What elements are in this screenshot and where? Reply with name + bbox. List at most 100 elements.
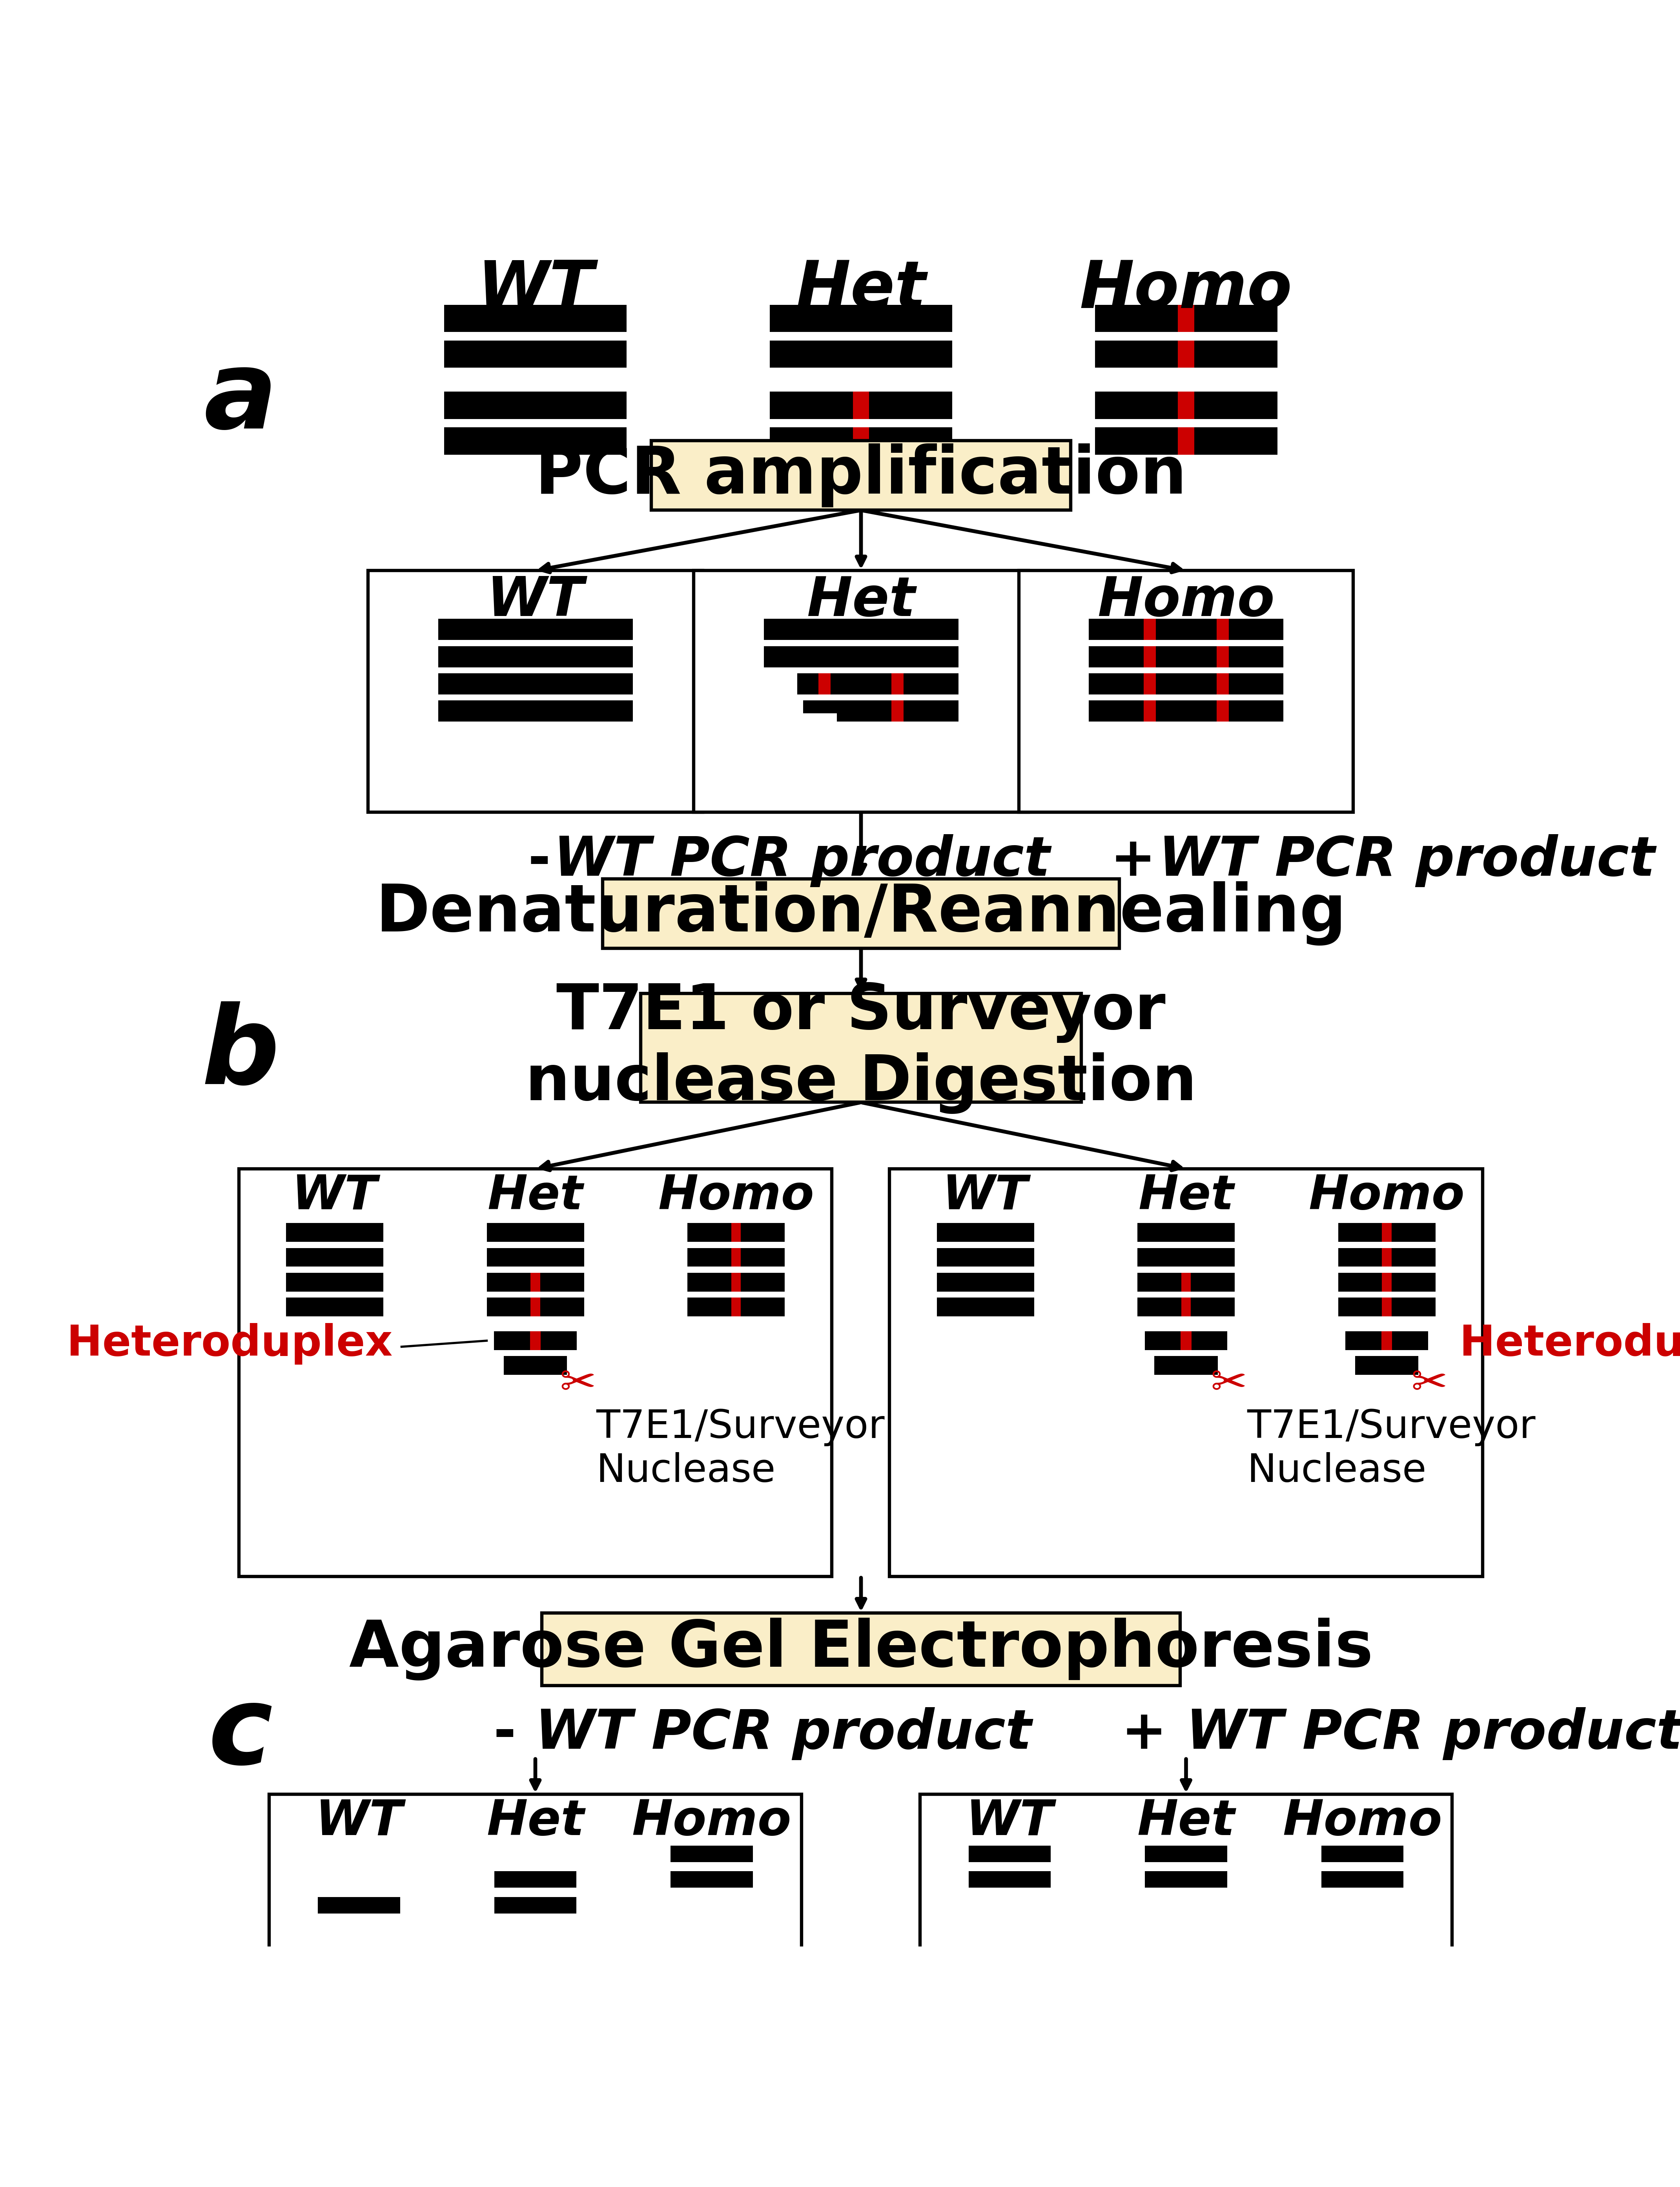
Text: WT: WT (316, 1798, 403, 1846)
Bar (487, 1273, 585, 1293)
Bar (1383, 1297, 1391, 1317)
Bar (1178, 426, 1194, 455)
Bar (1178, 341, 1194, 367)
Bar (837, 619, 958, 641)
Bar (511, 700, 633, 722)
Text: Homo: Homo (659, 1172, 815, 1218)
Bar (1337, 1223, 1435, 1242)
Text: ✂: ✂ (1210, 1363, 1247, 1404)
Bar (603, 879, 1119, 949)
Bar (1337, 1297, 1435, 1317)
Bar (239, 1168, 832, 1577)
Bar (1137, 1223, 1235, 1242)
Bar (1137, 1249, 1235, 1266)
Bar (1144, 619, 1156, 641)
Bar (1383, 1223, 1391, 1242)
Bar (494, 1332, 576, 1349)
Text: Het: Het (487, 1798, 585, 1846)
Bar (511, 674, 633, 695)
Text: WT: WT (292, 1172, 378, 1218)
Bar (937, 1297, 1033, 1317)
Text: WT: WT (966, 1798, 1053, 1846)
Text: WT PCR product: WT PCR product (536, 1708, 1032, 1761)
Bar (511, 645, 633, 667)
Bar (1146, 1872, 1226, 1887)
Bar (444, 341, 627, 367)
Text: b: b (202, 1002, 279, 1107)
Text: WT PCR product: WT PCR product (554, 833, 1050, 888)
Bar (1216, 645, 1228, 667)
Bar (1089, 674, 1210, 695)
Bar (1095, 391, 1277, 420)
Bar (1337, 1249, 1435, 1266)
Bar (731, 1273, 741, 1293)
Bar (1018, 571, 1354, 811)
Bar (1089, 619, 1210, 641)
Bar (921, 1793, 1452, 2023)
Bar (1216, 619, 1228, 641)
Bar (1095, 304, 1277, 332)
Bar (1337, 1273, 1435, 1293)
Bar (731, 1297, 741, 1317)
Bar (1161, 645, 1284, 667)
Bar (1095, 426, 1277, 455)
Bar (969, 1846, 1050, 1861)
Bar (670, 1846, 753, 1861)
Text: -: - (494, 1708, 536, 1761)
Text: Homo: Homo (1097, 575, 1275, 628)
Text: Denaturation/Reannealing: Denaturation/Reannealing (376, 881, 1346, 945)
Text: ✂: ✂ (559, 1363, 596, 1404)
Bar (1089, 700, 1210, 722)
Bar (1144, 700, 1156, 722)
Text: T7E1/Surveyor
Nuclease: T7E1/Surveyor Nuclease (1247, 1408, 1536, 1489)
Text: Het: Het (796, 258, 926, 321)
Bar (687, 1223, 785, 1242)
Bar (694, 571, 1028, 811)
Text: WT: WT (487, 575, 585, 628)
Bar (640, 993, 1082, 1102)
Bar (1161, 700, 1284, 722)
Text: T7E1/Surveyor
Nuclease: T7E1/Surveyor Nuclease (596, 1408, 885, 1489)
Bar (1137, 1297, 1235, 1317)
Bar (444, 304, 627, 332)
Bar (670, 1872, 753, 1887)
Bar (1381, 1332, 1393, 1349)
Bar (769, 391, 953, 420)
Bar (487, 1249, 585, 1266)
Bar (769, 304, 953, 332)
Bar (1356, 1356, 1418, 1376)
Bar (531, 1297, 541, 1317)
Bar (438, 700, 559, 722)
Text: c: c (208, 1682, 272, 1787)
Bar (1161, 619, 1284, 641)
Bar (1144, 645, 1156, 667)
Text: Heteroduplex: Heteroduplex (1460, 1323, 1680, 1365)
Text: Homo: Homo (1080, 258, 1292, 321)
Bar (368, 571, 702, 811)
Bar (892, 700, 904, 722)
Bar (504, 1356, 566, 1376)
Bar (286, 1223, 383, 1242)
Text: Homo: Homo (1282, 1798, 1441, 1846)
Text: +: + (1110, 833, 1156, 888)
Text: Agarose Gel Electrophoresis: Agarose Gel Electrophoresis (349, 1618, 1373, 1680)
Bar (1383, 1273, 1391, 1293)
Bar (764, 619, 885, 641)
Bar (1216, 700, 1228, 722)
Text: ✂: ✂ (1411, 1363, 1448, 1404)
Bar (969, 1872, 1050, 1887)
Bar (1322, 1846, 1403, 1861)
Bar (1216, 674, 1228, 695)
Bar (892, 674, 904, 695)
Bar (531, 1273, 541, 1293)
Bar (687, 1297, 785, 1317)
Bar (494, 1896, 576, 1914)
Bar (494, 1872, 576, 1887)
Bar (1154, 1356, 1218, 1376)
Bar (318, 1896, 400, 1914)
Bar (853, 426, 869, 455)
Bar (438, 674, 559, 695)
Bar (1144, 674, 1156, 695)
Bar (511, 619, 633, 641)
Bar (731, 1223, 741, 1242)
